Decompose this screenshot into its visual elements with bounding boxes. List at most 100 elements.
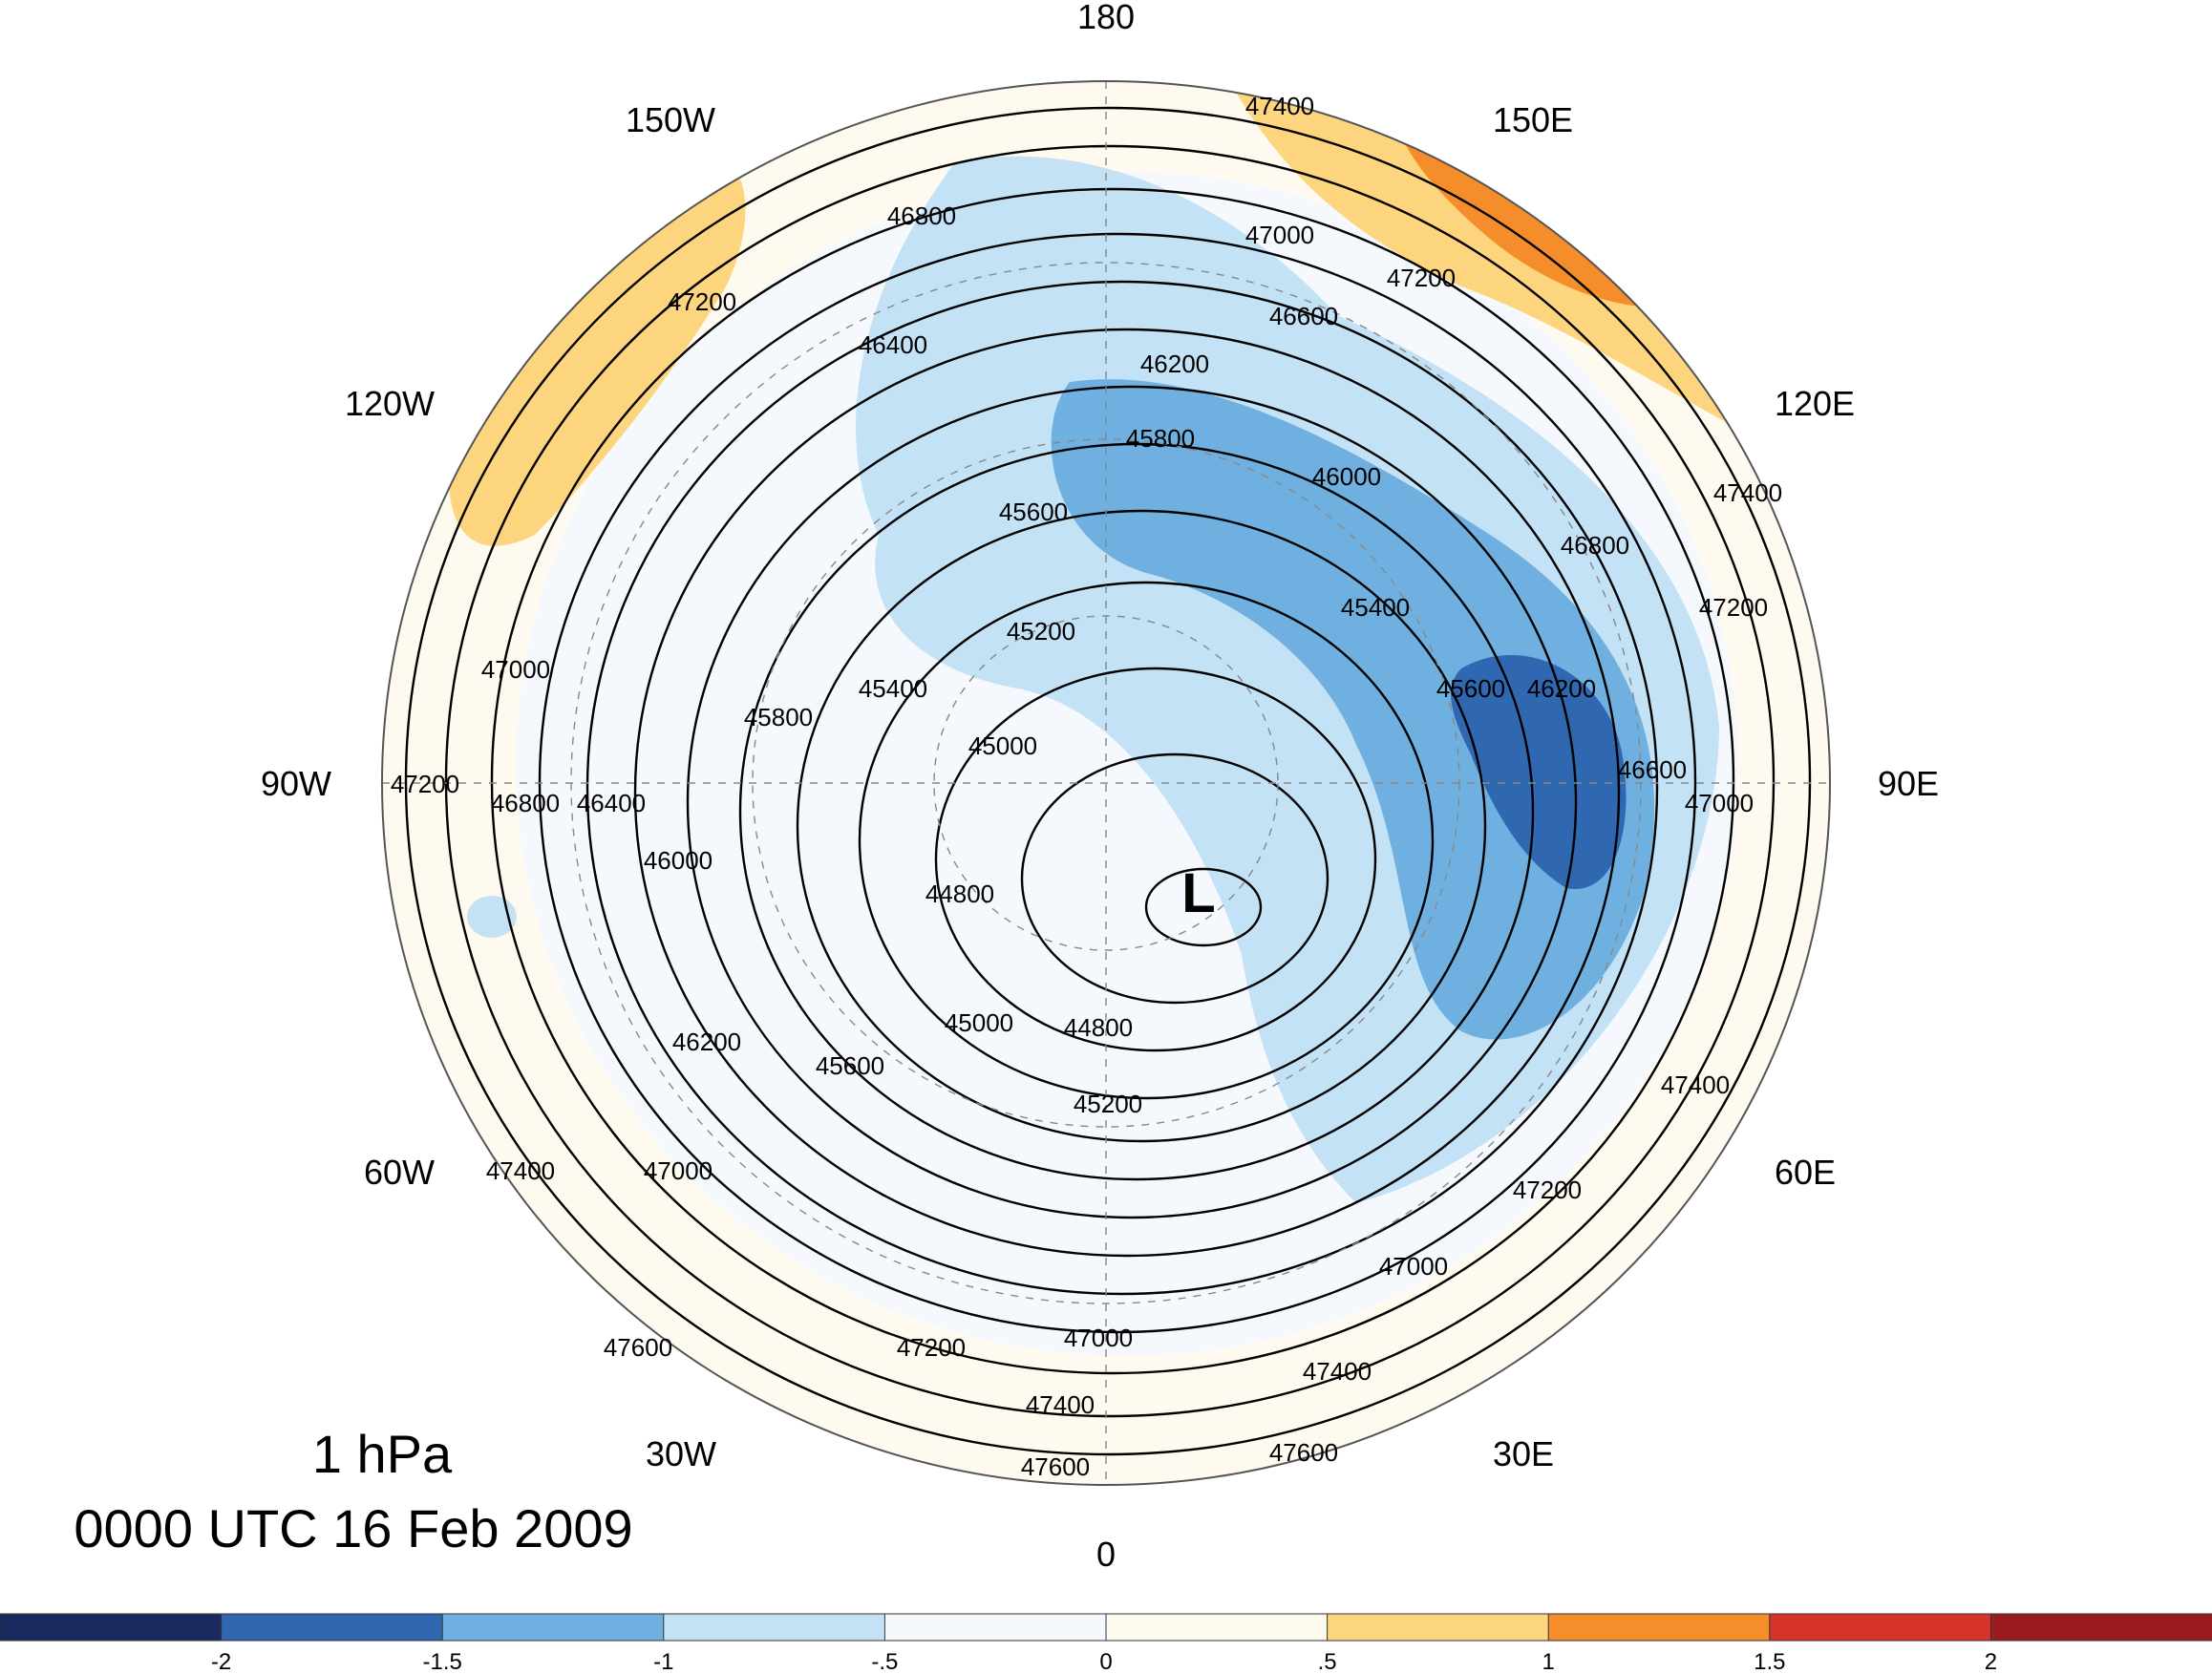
anomaly-blue-band	[1051, 379, 1655, 1040]
lon-label-60e: 60E	[1775, 1153, 1836, 1192]
colorbar-tick-label: -1	[653, 1649, 673, 1674]
contour-label: 45600	[816, 1051, 884, 1080]
colorbar-tick-label: -1.5	[423, 1649, 462, 1674]
contour-line	[444, 144, 1776, 1418]
lon-label-180: 180	[1077, 0, 1135, 36]
colorbar-tick-label: 1.5	[1754, 1649, 1785, 1674]
contour-label: 47000	[644, 1156, 713, 1185]
lon-label-30e: 30E	[1493, 1434, 1554, 1473]
contour-label: 47200	[391, 770, 459, 798]
colorbar-swatch	[221, 1613, 444, 1642]
contour-label: 47200	[668, 287, 736, 316]
contour-line	[934, 667, 1377, 1052]
colorbar-swatch	[1105, 1613, 1329, 1642]
contour-line	[585, 280, 1659, 1296]
lon-label-60w: 60W	[364, 1153, 435, 1192]
colorbar-swatch	[663, 1613, 886, 1642]
contour-label: 45800	[744, 703, 813, 731]
contour-label: 46600	[1269, 302, 1338, 330]
contour-label: 47200	[1513, 1176, 1582, 1204]
contour-label: 47600	[1021, 1452, 1090, 1481]
anomaly-deep-blue-core	[1451, 655, 1627, 889]
lon-label-150e: 150E	[1493, 100, 1573, 139]
colorbar-tick-label: 2	[1985, 1649, 1997, 1674]
contour-line	[404, 106, 1812, 1456]
contour-label: 45200	[1007, 617, 1075, 646]
lon-label-120e: 120E	[1775, 384, 1855, 423]
time-title: 0000 UTC 16 Feb 2009	[74, 1498, 632, 1558]
contour-label: 45600	[999, 498, 1068, 526]
colorbar-swatch	[1547, 1613, 1771, 1642]
longitude-labels: 180 150E 120E 90E 60E 30E 0 30W 60W 90W …	[261, 0, 1939, 1574]
height-contours	[404, 106, 1812, 1456]
contour-label: 46200	[1140, 350, 1209, 378]
contour-label: 47000	[1379, 1252, 1448, 1281]
contour-label: 46600	[1618, 755, 1687, 784]
contour-line	[858, 581, 1435, 1100]
contour-label: 46400	[859, 330, 927, 359]
graticule	[382, 81, 1830, 1485]
contour-label: 46000	[644, 846, 713, 875]
colorbar: -2 -1.5 -1 -.5 0 .5 1 1.5 2	[0, 1613, 2212, 1674]
contour-line	[796, 509, 1487, 1143]
anomaly-small-patch	[467, 896, 517, 938]
contour-label: 46000	[1312, 462, 1381, 491]
lon-label-90e: 90E	[1878, 764, 1939, 803]
contour-label: 46200	[1527, 674, 1596, 703]
contour-label: 45400	[859, 674, 927, 703]
map-disk	[382, 81, 1830, 1485]
contour-label: 47200	[1699, 593, 1768, 622]
contour-label: 47400	[1661, 1070, 1730, 1099]
anomaly-yellow-alaska	[449, 161, 746, 546]
contour-label: 45600	[1436, 674, 1505, 703]
lon-label-30w: 30W	[646, 1434, 716, 1473]
contour-label: 45200	[1074, 1090, 1142, 1118]
colorbar-swatch	[1769, 1613, 1992, 1642]
colorbar-tick-label: 1	[1542, 1649, 1555, 1674]
contour-label: 47400	[1245, 92, 1314, 120]
level-title: 1 hPa	[312, 1424, 453, 1484]
contour-label: 45400	[1341, 593, 1410, 622]
map-outline	[381, 80, 1831, 1486]
contour-line	[686, 385, 1578, 1219]
contour-label: 46800	[491, 789, 560, 817]
contour-label-group: 44800 45000 45200 45400 45600 45800 4600…	[391, 92, 1782, 1481]
contour-label: 47200	[897, 1333, 966, 1362]
colorbar-tick-label: -2	[211, 1649, 231, 1674]
contour-label: 45000	[968, 731, 1037, 760]
colorbar-swatch	[1989, 1613, 2212, 1642]
colorbar-swatch	[0, 1613, 223, 1642]
lon-label-90w: 90W	[261, 764, 331, 803]
contour-label: 47400	[1026, 1390, 1095, 1419]
contour-line	[1144, 867, 1263, 947]
contour-label: 44800	[1064, 1013, 1133, 1042]
contour-label: 47400	[1303, 1357, 1372, 1386]
contour-label: 47600	[1269, 1438, 1338, 1467]
low-pressure-marker: L	[1181, 862, 1215, 924]
contour-label: 47600	[604, 1333, 672, 1362]
contour-label: 47000	[1685, 789, 1754, 817]
contour-label: 45800	[1126, 424, 1195, 453]
contour-label: 47200	[1387, 264, 1456, 292]
lon-label-120w: 120W	[345, 384, 435, 423]
colorbar-tick-label: -.5	[871, 1649, 898, 1674]
contour-label: 44800	[925, 879, 994, 908]
contour-label: 47000	[481, 655, 550, 684]
contour-label: 47400	[1713, 478, 1782, 507]
colorbar-swatch	[441, 1613, 665, 1642]
lon-label-0: 0	[1096, 1535, 1116, 1574]
contour-line	[490, 187, 1735, 1375]
colorbar-tick-label: .5	[1318, 1649, 1337, 1674]
contour-label: 47000	[1064, 1324, 1133, 1352]
colorbar-swatch	[1327, 1613, 1550, 1642]
colorbar-tick-label: 0	[1099, 1649, 1112, 1674]
contour-label: 46800	[887, 201, 956, 230]
contour-line	[1020, 752, 1329, 1005]
contour-label: 46200	[672, 1028, 741, 1056]
colorbar-swatch	[883, 1613, 1108, 1642]
contour-label: 47400	[486, 1156, 555, 1185]
contour-label: 45000	[945, 1008, 1013, 1037]
contour-label: 47000	[1245, 221, 1314, 249]
contour-line	[738, 442, 1535, 1181]
